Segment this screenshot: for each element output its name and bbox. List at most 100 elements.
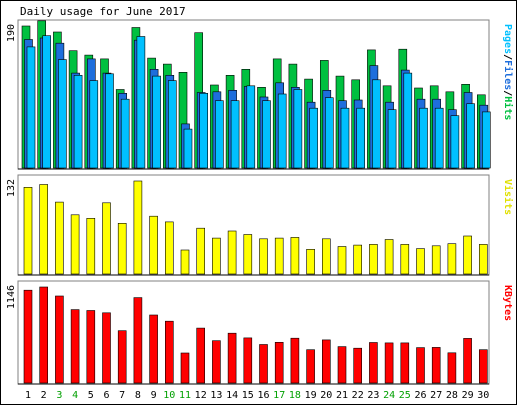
x-tick-label-day: 19: [305, 390, 317, 401]
bar-visits-day-10: [165, 221, 174, 275]
x-tick-label-day: 22: [352, 390, 364, 401]
y-max-label: 190: [6, 24, 17, 42]
bar-pages-day-25: [403, 72, 413, 169]
x-tick-label-day: 29: [462, 390, 474, 401]
y-series-label: Pages/Files/Hits: [502, 24, 514, 120]
bar-visits-day-2: [39, 184, 49, 275]
chart-title: Daily usage for June 2017: [20, 5, 186, 18]
bar-visits-day-1: [23, 187, 33, 275]
panel-kbytes: 1146 KBytes: [6, 280, 513, 385]
bar-pages-day-23: [372, 79, 381, 169]
bar-visits-day-7: [117, 223, 127, 275]
x-tick-label-day: 18: [289, 390, 301, 401]
bar-pages-day-19: [309, 107, 318, 169]
bar-pages-day-15: [246, 85, 256, 169]
panel-visits: 132 Visits: [6, 174, 514, 276]
bar-kbytes-day-21: [337, 346, 347, 384]
bar-pages-day-27: [434, 107, 444, 169]
x-tick-label-day: 11: [179, 390, 191, 401]
y-label-part: Pages: [502, 24, 513, 54]
bar-pages-day-4: [73, 75, 83, 169]
bar-visits-day-8: [133, 180, 143, 275]
bar-kbytes-day-13: [212, 340, 221, 384]
bar-visits-day-5: [86, 218, 96, 275]
bar-visits-day-21: [337, 246, 347, 275]
bar-visits-day-20: [321, 238, 331, 275]
bar-visits-day-23: [369, 244, 378, 275]
bar-pages-day-9: [152, 75, 161, 169]
bar-kbytes-day-7: [117, 330, 127, 384]
bar-kbytes-day-27: [431, 347, 441, 384]
bar-kbytes-day-8: [133, 297, 143, 384]
bar-visits-day-4: [70, 214, 80, 275]
bar-kbytes-day-6: [102, 312, 111, 384]
y-label-part: Files: [502, 60, 514, 90]
bar-kbytes-day-16: [259, 344, 268, 384]
y-series-label: KBytes: [502, 285, 513, 321]
bar-kbytes-day-25: [400, 342, 410, 384]
bar-kbytes-day-19: [306, 349, 315, 384]
bar-pages-day-17: [277, 93, 287, 169]
bar-pages-day-21: [340, 107, 350, 169]
series-pages: [26, 35, 491, 169]
series-kbytes: [23, 286, 488, 384]
bar-pages-day-3: [58, 59, 67, 169]
bar-visits-day-3: [55, 201, 64, 275]
x-tick-label-day: 16: [257, 390, 269, 401]
bar-visits-day-28: [447, 243, 457, 275]
bar-pages-day-5: [89, 80, 99, 169]
bar-kbytes-day-29: [463, 338, 472, 384]
x-tick-label-day: 10: [163, 390, 175, 401]
bar-pages-day-18: [293, 89, 303, 169]
bar-visits-day-9: [149, 215, 158, 275]
x-tick-label-day: 24: [383, 390, 395, 401]
bar-kbytes-day-1: [23, 289, 33, 384]
bar-kbytes-day-12: [196, 327, 205, 384]
x-tick-label-day: 20: [320, 390, 332, 401]
y-series-label: Visits: [502, 179, 514, 215]
bar-visits-day-29: [463, 235, 472, 275]
bar-visits-day-6: [102, 202, 111, 275]
x-tick-label-day: 25: [399, 390, 411, 401]
x-tick-label-day: 1: [25, 390, 31, 401]
bar-pages-day-8: [136, 36, 146, 169]
x-tick-label-day: 30: [477, 390, 489, 401]
bar-kbytes-day-24: [384, 342, 394, 384]
bar-pages-day-22: [356, 107, 366, 169]
y-max-label: 132: [6, 179, 17, 197]
x-tick-label-day: 2: [41, 390, 47, 401]
x-tick-label-day: 27: [430, 390, 442, 401]
bar-kbytes-day-9: [149, 314, 158, 384]
bar-kbytes-day-14: [227, 332, 237, 384]
bar-pages-day-26: [419, 107, 428, 169]
x-tick-label-day: 28: [446, 390, 458, 401]
bar-visits-day-15: [243, 234, 253, 275]
bar-pages-day-13: [215, 100, 224, 169]
x-tick-label-day: 26: [414, 390, 426, 401]
bar-kbytes-day-22: [353, 347, 363, 384]
bar-visits-day-19: [306, 249, 315, 275]
y-label-separator: /: [502, 54, 513, 60]
y-max-label: 1146: [6, 285, 17, 309]
bar-visits-day-25: [400, 244, 410, 275]
bar-pages-day-14: [230, 100, 240, 169]
x-tick-label-day: 21: [336, 390, 348, 401]
bar-visits-day-30: [478, 244, 488, 275]
bar-visits-day-12: [196, 227, 205, 275]
bar-pages-day-16: [262, 100, 271, 169]
bar-visits-day-11: [180, 249, 190, 275]
series-visits: [23, 180, 488, 275]
bar-visits-day-16: [259, 238, 268, 275]
bar-kbytes-day-2: [39, 286, 49, 384]
bar-visits-day-14: [227, 230, 237, 275]
bar-pages-day-12: [199, 93, 208, 169]
bar-visits-day-27: [431, 245, 441, 275]
y-label-part: Visits: [502, 179, 514, 215]
x-tick-label-day: 8: [135, 390, 141, 401]
x-tick-label-day: 12: [195, 390, 207, 401]
bar-pages-day-29: [466, 103, 475, 169]
x-tick-label-day: 13: [210, 390, 222, 401]
bar-kbytes-day-17: [274, 341, 284, 384]
x-tick-label-day: 14: [226, 390, 238, 401]
